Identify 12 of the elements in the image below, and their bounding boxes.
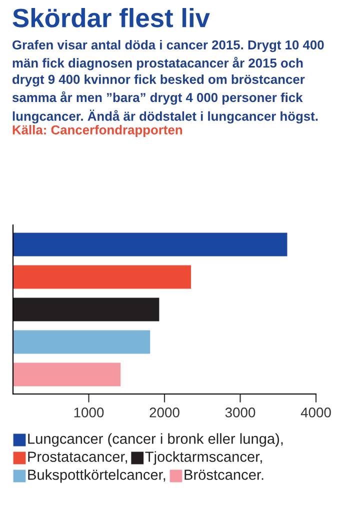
legend-label: Bröstcancer.: [184, 470, 264, 480]
x-tick-label: 3000: [225, 408, 256, 418]
x-tick-label: 2000: [150, 408, 180, 418]
x-tick-label: 1000: [74, 408, 104, 418]
chart-title: Skördar flest liv: [12, 8, 210, 28]
legend-label: Prostatacancer,: [28, 452, 128, 464]
legend-label: Tjocktarmscancer,: [145, 451, 262, 465]
x-tick-label: 4000: [300, 408, 331, 418]
legend-label: Bukspottkörtelcancer,: [28, 469, 166, 483]
text: Källa: Cancerfondrapporten: [12, 125, 182, 138]
chart-subtitle: Grafen visar antal döda i cancer 2015. Drygt 10 400 män fick diagnosen prostatacancer år 2015 och drygt 9 400 kvinnor fick besked om bröstcancer samma år men ”bara” drygt 4 000 personer fick lungcancer. Ändå är dödstalet i lungcancer högst.: [12, 40, 324, 124]
legend-label: Lungcancer (cancer i bronk eller lunga),: [28, 433, 283, 447]
